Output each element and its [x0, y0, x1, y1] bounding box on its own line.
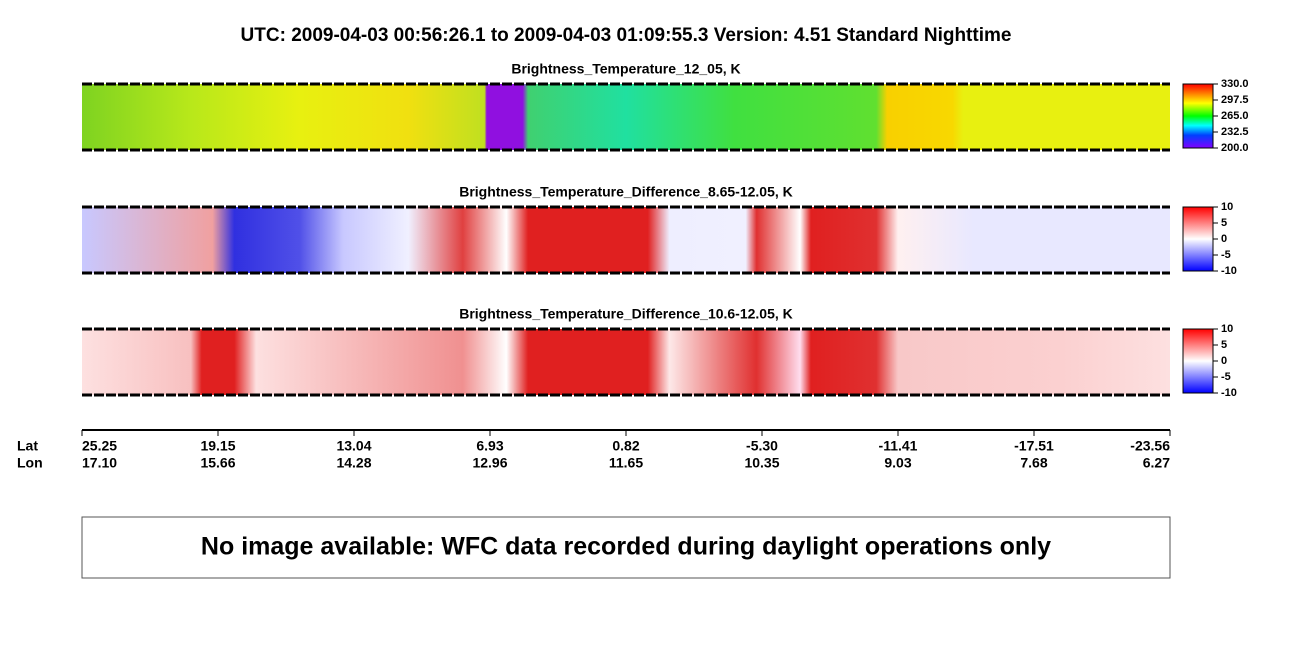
colorbar-tick-label: 5	[1221, 217, 1227, 229]
lat-tick-label: 25.25	[82, 438, 117, 454]
image-strip	[82, 207, 1170, 273]
lon-label: Lon	[17, 455, 43, 471]
colorbar	[1182, 328, 1214, 394]
colorbar-tick-label: 10	[1221, 201, 1233, 213]
colorbar-tick-label: 5	[1221, 339, 1227, 351]
lat-tick-label: 0.82	[612, 438, 639, 454]
notice: No image available: WFC data recorded du…	[201, 533, 1051, 561]
panel-title: Brightness_Temperature_Difference_10.6-1…	[459, 306, 793, 322]
lat-tick-label: -11.41	[879, 438, 918, 454]
colorbar-tick-label: 330.0	[1221, 78, 1249, 90]
colorbar-tick-label: 265.0	[1221, 110, 1249, 122]
image-strip	[82, 84, 1170, 150]
lat-tick-label: -17.51	[1014, 438, 1054, 454]
colorbar-tick-label: -10	[1221, 387, 1237, 399]
lon-tick-label: 14.28	[336, 455, 371, 471]
lat-tick-label: 6.93	[476, 438, 503, 454]
lon-tick-label: 9.03	[884, 455, 911, 471]
colorbar-tick-label: 297.5	[1221, 94, 1249, 106]
colorbar-tick-label: 232.5	[1221, 126, 1249, 138]
colorbar-tick-label: -10	[1221, 265, 1237, 277]
lon-tick-label: 10.35	[744, 455, 779, 471]
lon-tick-label: 6.27	[1143, 455, 1170, 471]
panel-title: Brightness_Temperature_Difference_8.65-1…	[459, 184, 793, 200]
colorbar-tick-label: 0	[1221, 355, 1227, 367]
title: UTC: 2009-04-03 00:56:26.1 to 2009-04-03…	[241, 25, 1012, 46]
notice-box	[81, 516, 1171, 579]
image-strip	[82, 329, 1170, 395]
lon-tick-label: 11.65	[609, 455, 643, 471]
colorbar-tick-label: -5	[1221, 371, 1231, 383]
colorbar	[1182, 83, 1214, 149]
colorbar-tick-label: -5	[1221, 249, 1231, 261]
colorbar-tick-label: 0	[1221, 233, 1227, 245]
panel-title: Brightness_Temperature_12_05, K	[511, 61, 740, 77]
colorbar-tick-label: 10	[1221, 323, 1233, 335]
colorbar	[1182, 206, 1214, 272]
lat-label: Lat	[17, 438, 38, 454]
colorbar-tick-label: 200.0	[1221, 142, 1249, 154]
lat-tick-label: 13.04	[336, 438, 371, 454]
lat-tick-label: 19.15	[200, 438, 235, 454]
lat-tick-label: -23.56	[1130, 438, 1170, 454]
lon-tick-label: 12.96	[472, 455, 507, 471]
lon-tick-label: 15.66	[200, 455, 235, 471]
lon-tick-label: 17.10	[82, 455, 117, 471]
lon-tick-label: 7.68	[1020, 455, 1047, 471]
lat-tick-label: -5.30	[746, 438, 778, 454]
